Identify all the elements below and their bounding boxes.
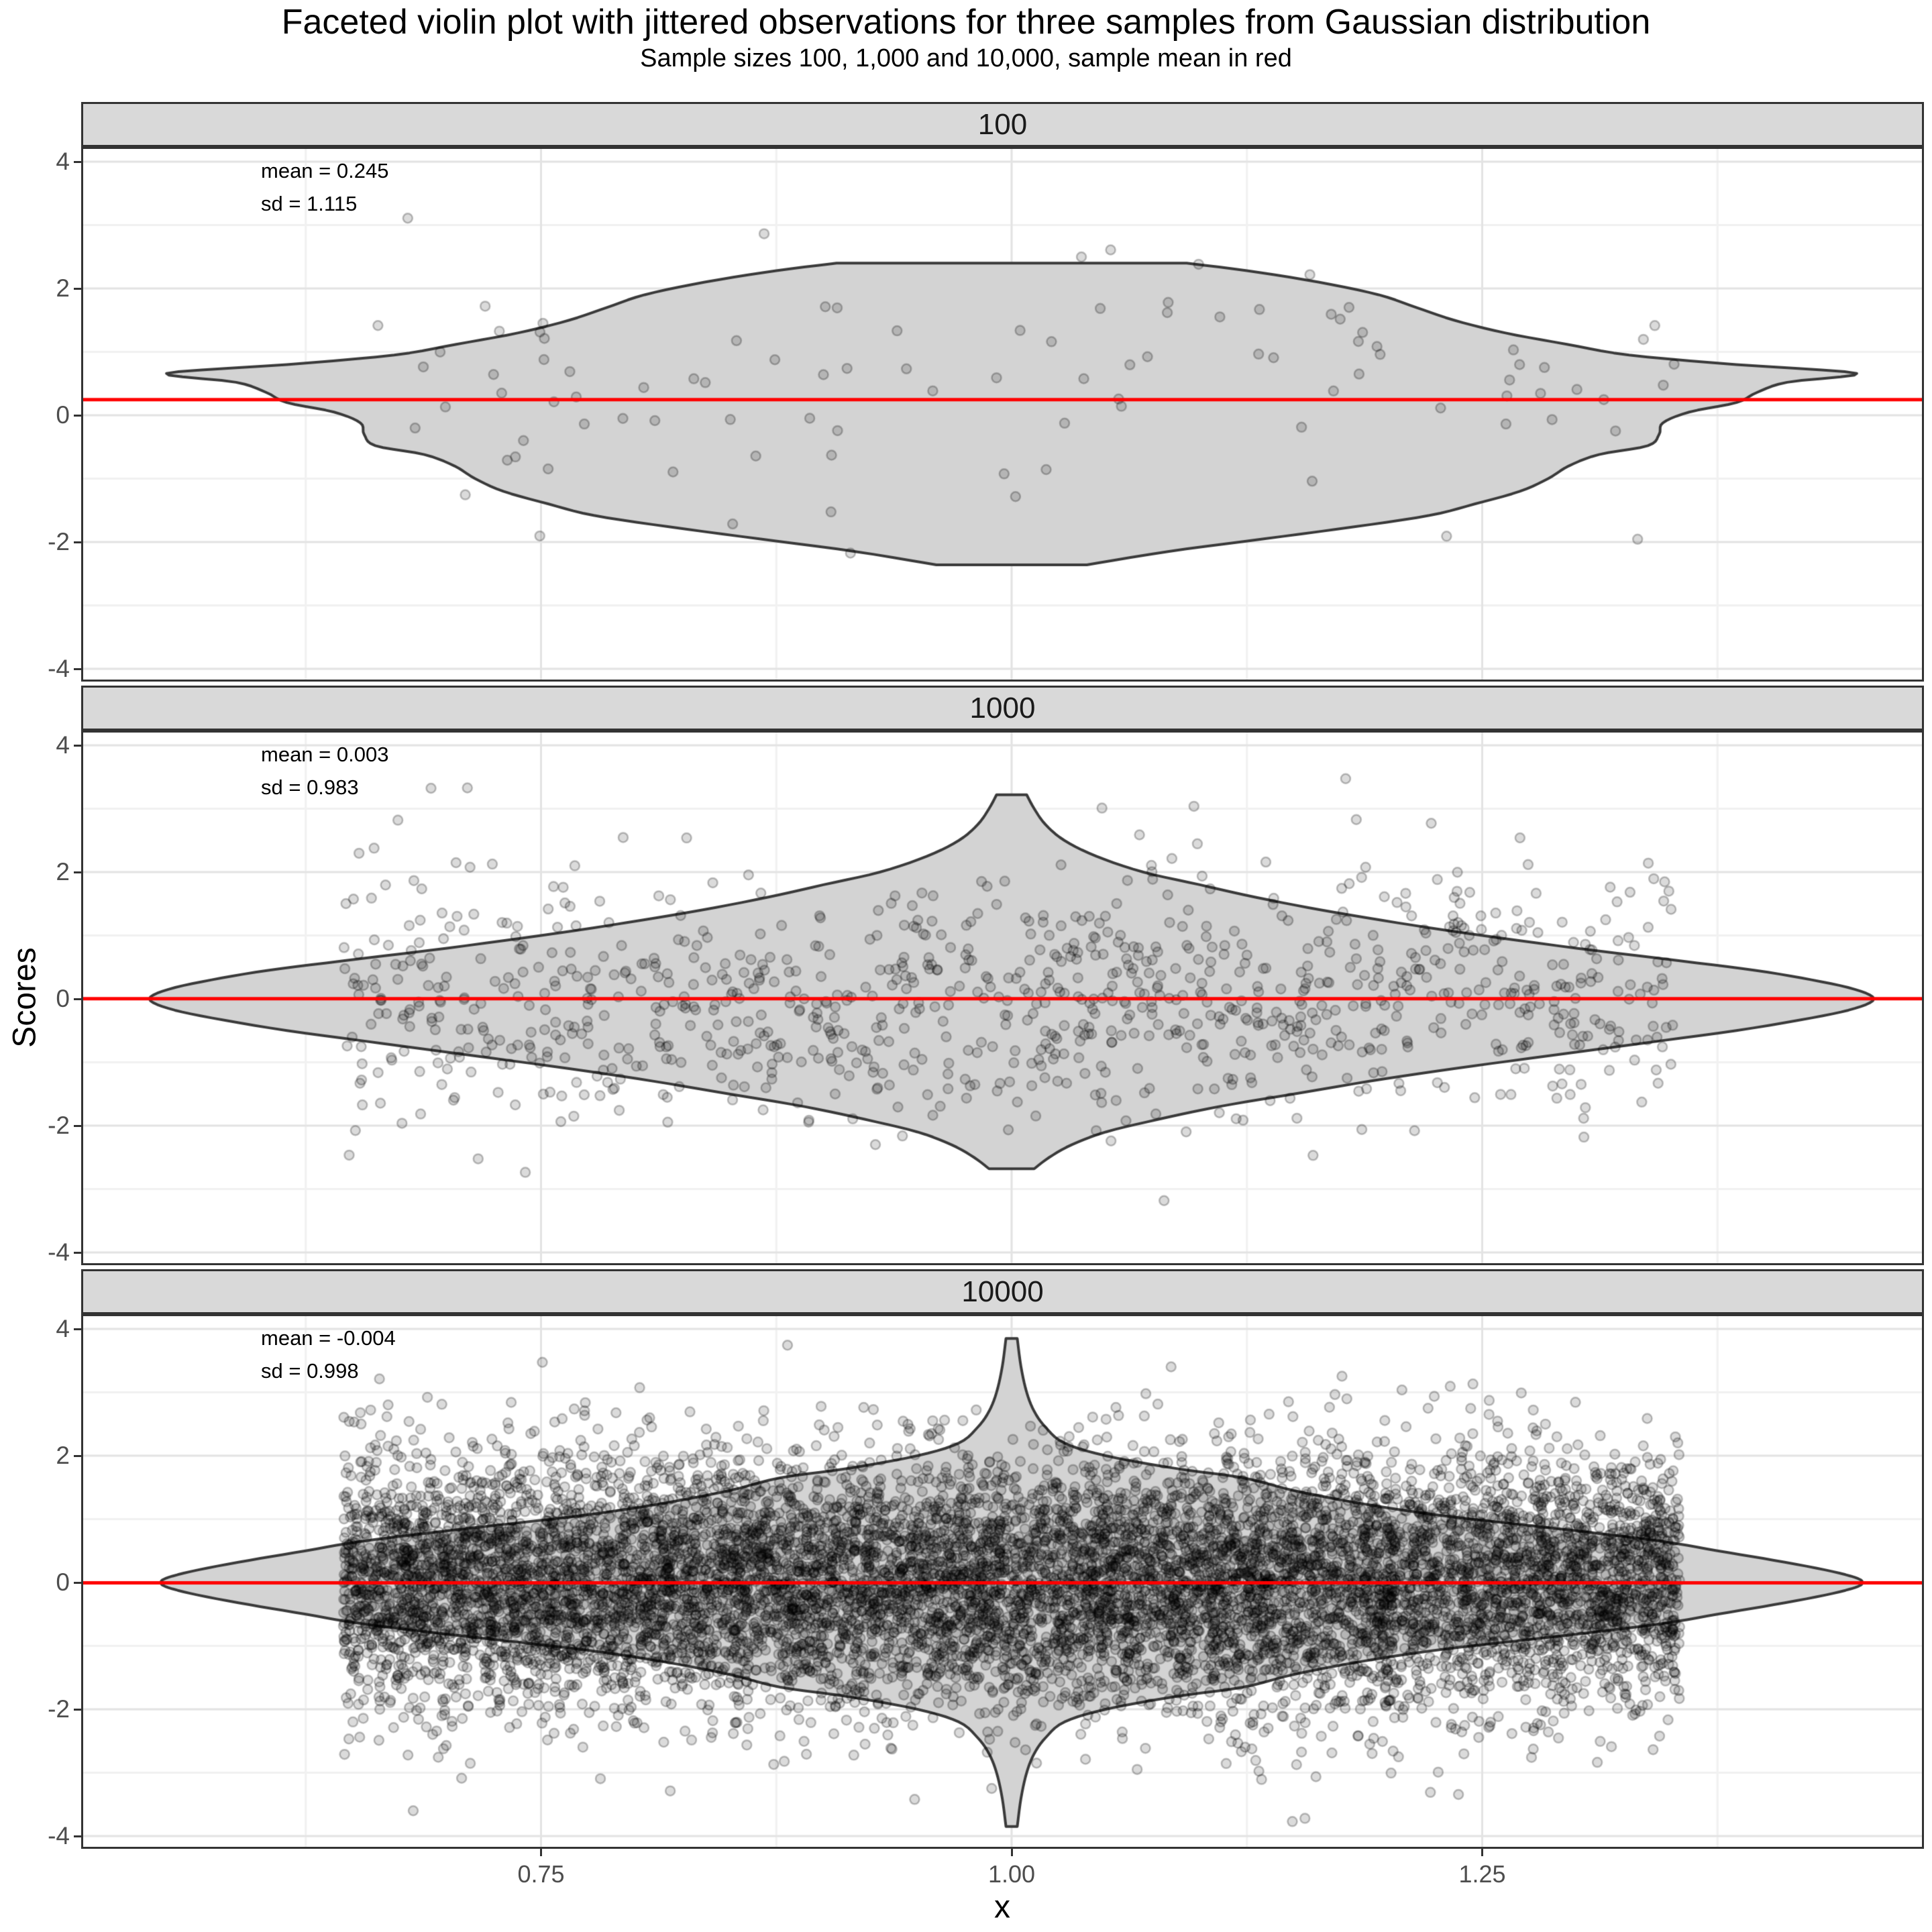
violin-canvas-10000 (83, 1316, 1922, 1847)
y-tick-label: -2 (48, 528, 70, 555)
y-tick-label: 0 (56, 401, 70, 429)
y-tick-mark (74, 871, 81, 873)
facet-panel-100: mean = 0.245 sd = 1.115 (81, 147, 1924, 682)
mean-annotation: mean = -0.004 (261, 1326, 396, 1350)
y-tick-label: -2 (48, 1112, 70, 1139)
y-tick-label: -4 (48, 1822, 70, 1849)
y-tick-mark (74, 287, 81, 290)
violin-canvas-1000 (83, 733, 1922, 1263)
y-tick-label: 0 (56, 985, 70, 1012)
y-tick-label: 4 (56, 148, 70, 175)
y-tick-label: -4 (48, 1238, 70, 1266)
y-tick-mark (74, 1454, 81, 1457)
x-tick-mark (1481, 1849, 1483, 1856)
y-tick-mark (74, 160, 81, 163)
x-tick-label: 0.75 (517, 1860, 565, 1888)
y-tick-mark (74, 1835, 81, 1837)
y-tick-mark (74, 667, 81, 670)
y-tick-mark (74, 744, 81, 747)
sd-annotation: sd = 1.115 (261, 192, 358, 215)
facet-strip-label: 1000 (969, 691, 1036, 724)
facet-panel-1000: mean = 0.003 sd = 0.983 (81, 731, 1924, 1265)
facet-strip-100: 100 (81, 102, 1924, 147)
y-tick-mark (74, 541, 81, 543)
y-tick-mark (74, 1581, 81, 1584)
y-tick-label: 4 (56, 731, 70, 759)
y-tick-label: 4 (56, 1315, 70, 1342)
stats-annotation: mean = -0.004 sd = 0.998 (261, 1322, 396, 1387)
y-tick-label: -4 (48, 655, 70, 682)
x-tick-label: 1.25 (1458, 1860, 1506, 1888)
x-tick-label: 1.00 (987, 1860, 1036, 1888)
y-tick-label: 2 (56, 858, 70, 885)
y-tick-mark (74, 1708, 81, 1711)
y-tick-label: -2 (48, 1695, 70, 1723)
y-tick-mark (74, 1251, 81, 1254)
y-tick-label: 0 (56, 1568, 70, 1596)
facet-strip-label: 10000 (961, 1275, 1044, 1308)
facet-panel-10000: mean = -0.004 sd = 0.998 (81, 1314, 1924, 1849)
stats-annotation: mean = 0.003 sd = 0.983 (261, 738, 388, 804)
y-tick-mark (74, 1124, 81, 1127)
y-tick-label: 2 (56, 1442, 70, 1469)
y-tick-mark (74, 998, 81, 1000)
facet-strip-1000: 1000 (81, 686, 1924, 731)
stats-annotation: mean = 0.245 sd = 1.115 (261, 154, 388, 220)
facet-strip-label: 100 (977, 107, 1028, 141)
y-tick-mark (74, 1328, 81, 1330)
sd-annotation: sd = 0.983 (261, 775, 359, 799)
mean-annotation: mean = 0.245 (261, 159, 389, 182)
facet-strip-10000: 10000 (81, 1269, 1924, 1314)
violin-canvas-100 (83, 149, 1922, 680)
x-tick-mark (540, 1849, 542, 1856)
y-tick-mark (74, 414, 81, 417)
mean-annotation: mean = 0.003 (261, 743, 389, 766)
y-tick-label: 2 (56, 274, 70, 302)
plot-title: Faceted violin plot with jittered observ… (281, 3, 1651, 42)
sd-annotation: sd = 0.998 (261, 1359, 359, 1383)
plot-subtitle: Sample sizes 100, 1,000 and 10,000, samp… (640, 44, 1292, 72)
x-tick-mark (1010, 1849, 1013, 1856)
